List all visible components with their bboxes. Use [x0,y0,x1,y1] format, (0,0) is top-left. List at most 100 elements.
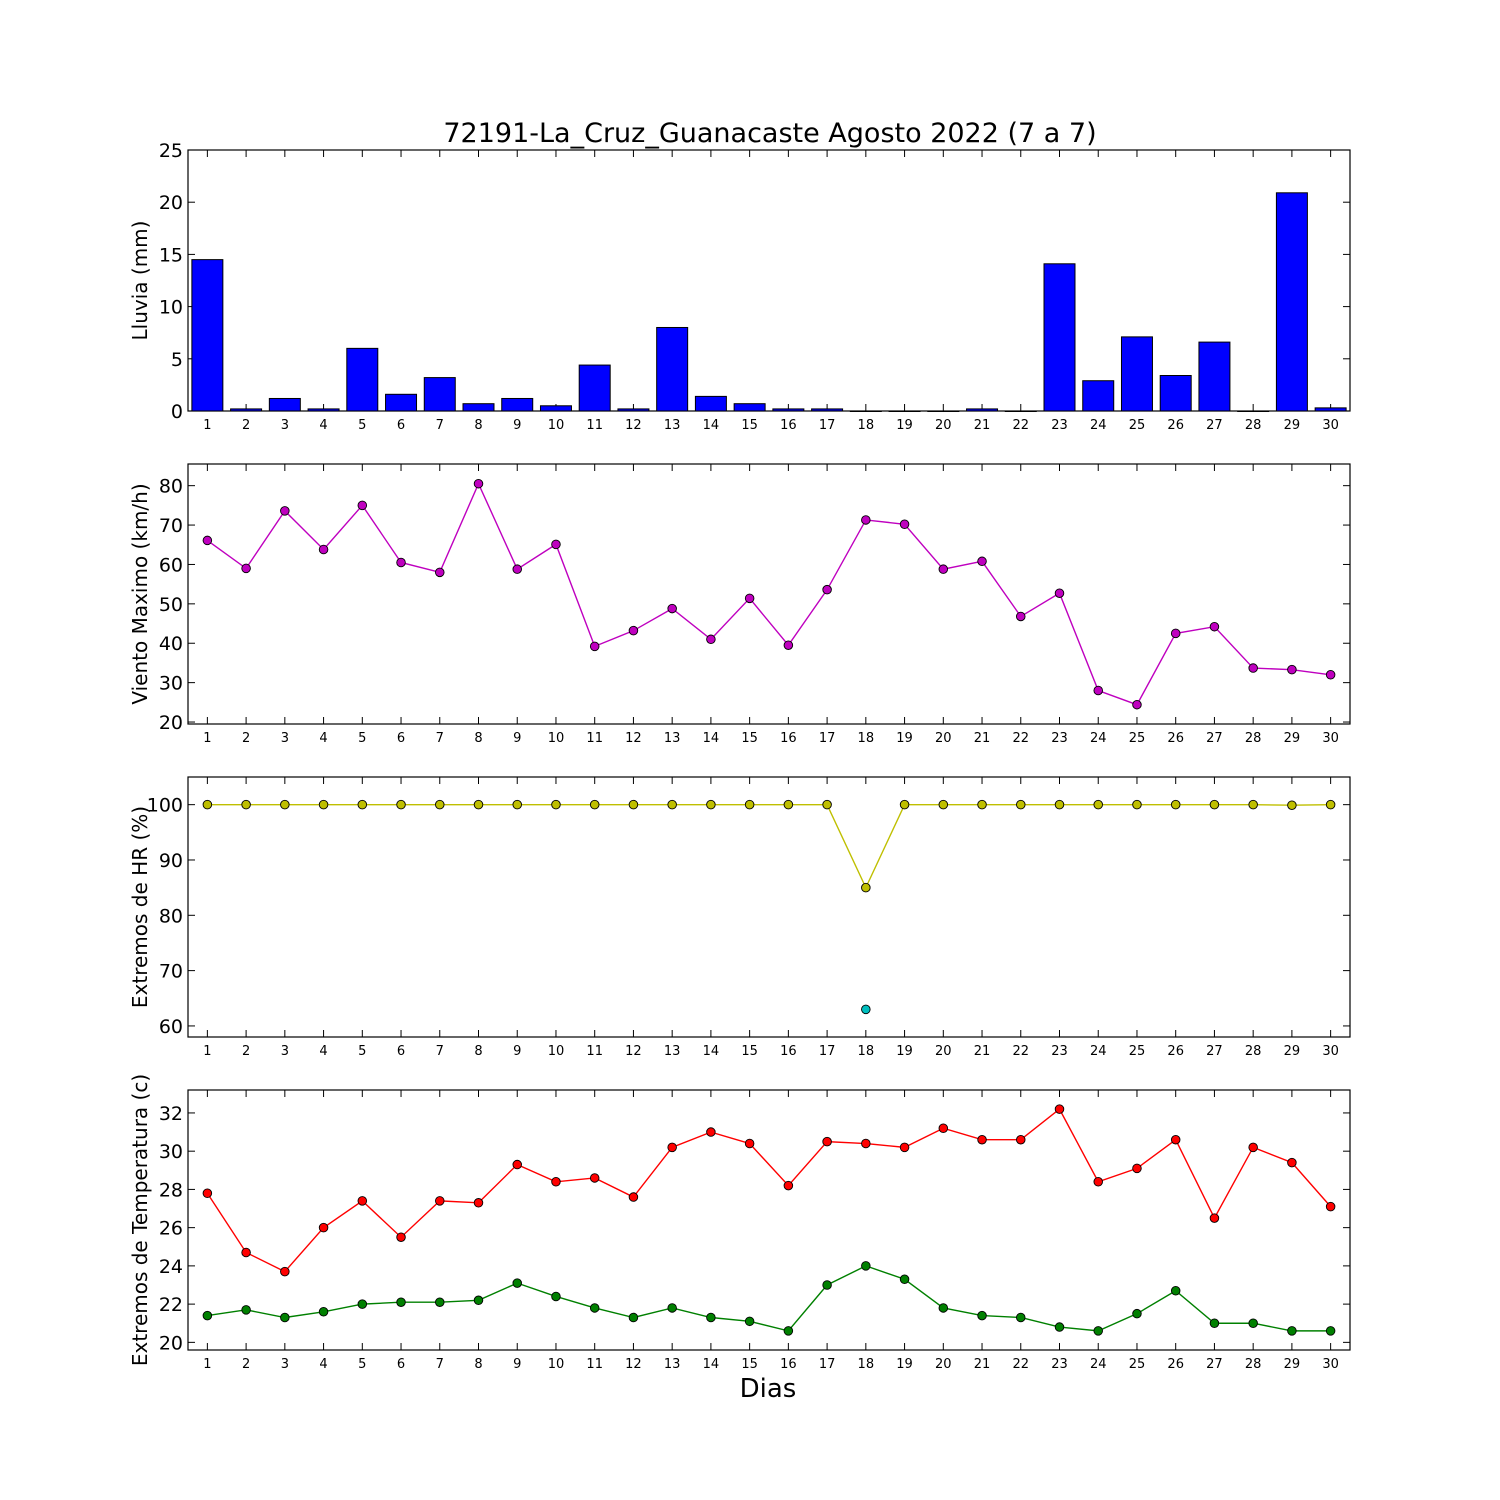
x-tick-label: 6 [397,1357,405,1372]
bar [1043,263,1076,412]
x-tick-label: 18 [858,1357,875,1372]
bar [966,408,999,412]
x-tick-label: 15 [741,1044,758,1059]
x-tick-label: 30 [1322,418,1339,433]
data-point [861,882,871,893]
series-line [207,803,1331,890]
x-tick-label: 8 [474,418,482,433]
data-point [667,603,677,614]
y-tick-label: 60 [159,554,183,576]
bar [1120,336,1153,412]
x-tick-label: 24 [1090,418,1107,433]
x-tick-label: 1 [203,1357,211,1372]
data-point [551,1177,561,1187]
x-tick-label: 5 [358,418,366,433]
bar [1275,192,1308,412]
y-tick-label: 20 [159,1332,183,1354]
y-tick-label: 5 [171,349,183,371]
data-point [318,544,329,555]
y-tick-label: 28 [159,1179,183,1201]
y-axis-label: Extremos de Temperatura (c) [128,1074,152,1366]
x-tick-label: 22 [1012,1357,1029,1372]
bar [1314,407,1347,412]
x-tick-label: 2 [242,731,250,746]
data-point [241,799,251,810]
data-point [1054,799,1065,810]
data-point [1287,800,1297,810]
x-tick-label: 9 [513,731,521,746]
x-tick-label: 26 [1167,731,1184,746]
x-tick-label: 6 [397,418,405,433]
data-point [280,506,290,516]
data-point [861,1261,871,1271]
x-tick-label: 14 [703,1044,720,1059]
data-point [1248,1318,1258,1328]
data-point [512,1278,522,1288]
bar [1004,410,1037,412]
data-point [1093,1326,1103,1336]
data-point [977,799,987,810]
x-tick-label: 5 [358,1357,366,1372]
data-point [628,1312,639,1323]
y-tick-label: 0 [171,401,183,423]
x-tick-label: 7 [436,418,444,433]
x-tick-label: 4 [319,1044,327,1059]
x-tick-label: 12 [625,1357,642,1372]
plot-frame [187,776,1351,1038]
x-tick-label: 21 [974,418,991,433]
x-tick-label: 29 [1284,1044,1301,1059]
data-point [1132,699,1142,710]
data-point [473,799,484,810]
x-tick-label: 28 [1245,731,1262,746]
data-point [435,799,445,810]
x-tick-label: 3 [281,1357,289,1372]
data-point [589,799,600,810]
x-tick-label: 23 [1051,1044,1068,1059]
x-tick-label: 10 [548,1357,565,1372]
x-tick-label: 19 [896,731,913,746]
x-tick-label: 28 [1245,418,1262,433]
y-tick-label: 80 [159,905,183,927]
y-tick-label: 24 [159,1256,183,1278]
bar [191,259,224,412]
x-tick-label: 22 [1012,1044,1029,1059]
data-point [435,1297,445,1307]
data-point [396,557,406,568]
y-tick-label: 26 [159,1218,183,1240]
data-point [280,1266,290,1277]
x-tick-label: 7 [436,1357,444,1372]
bar [733,403,766,412]
x-tick-label: 19 [896,1044,913,1059]
x-tick-label: 28 [1245,1357,1262,1372]
data-point [899,799,910,810]
bar [1237,410,1270,412]
x-tick-label: 3 [281,418,289,433]
data-point [318,799,329,810]
x-tick-label: 9 [513,1044,521,1059]
x-tick-label: 27 [1206,1357,1223,1372]
bar [811,408,844,412]
data-point [1170,799,1181,810]
data-point [667,1303,677,1313]
x-tick-label: 27 [1206,731,1223,746]
data-point [241,1247,251,1258]
data-point [628,799,639,810]
x-tick-label: 12 [625,1044,642,1059]
bar [385,393,418,412]
x-tick-label: 21 [974,731,991,746]
x-tick-label: 21 [974,1357,991,1372]
data-point [744,593,755,604]
x-tick-label: 24 [1090,1044,1107,1059]
data-point [357,799,368,810]
data-point [783,640,794,650]
x-tick-label: 30 [1322,731,1339,746]
x-tick-label: 2 [242,1044,250,1059]
data-point [473,478,484,489]
x-tick-label: 1 [203,418,211,433]
x-axis-label: Dias [740,1374,797,1404]
x-tick-label: 7 [436,1044,444,1059]
x-tick-label: 13 [664,418,681,433]
x-tick-label: 17 [819,1357,836,1372]
